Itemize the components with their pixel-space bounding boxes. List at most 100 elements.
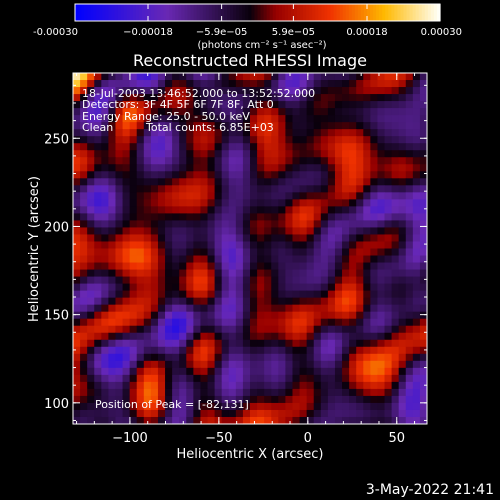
heatmap-cell: [193, 122, 201, 130]
heatmap-cell: [235, 374, 244, 383]
colorbar-cell: [144, 4, 149, 21]
heatmap-cell: [94, 255, 102, 264]
heatmap-cell: [94, 416, 102, 425]
colorbar-cell: [178, 4, 183, 21]
heatmap-cell: [320, 192, 329, 200]
heatmap-cell: [306, 388, 315, 397]
heatmap-cell: [186, 332, 194, 341]
heatmap-cell: [342, 367, 350, 376]
heatmap-cell: [221, 325, 230, 334]
colorbar-cell: [251, 4, 256, 21]
heatmap-cell: [80, 283, 88, 292]
heatmap-cell: [157, 311, 166, 320]
heatmap-cell: [94, 143, 102, 151]
heatmap-cell: [370, 325, 378, 334]
heatmap-cell: [419, 80, 428, 88]
heatmap-cell: [419, 129, 428, 137]
heatmap-cell: [285, 220, 293, 228]
heatmap-cell: [172, 297, 180, 306]
heatmap-cell: [80, 101, 88, 109]
heatmap-cell: [306, 304, 315, 313]
heatmap-cell: [200, 115, 209, 123]
heatmap-cell: [320, 255, 329, 264]
heatmap-cell: [200, 304, 209, 313]
heatmap-cell: [349, 402, 357, 411]
heatmap-cell: [405, 164, 414, 172]
heatmap-cell: [278, 115, 286, 123]
heatmap-cell: [412, 318, 421, 327]
heatmap-cell: [342, 290, 350, 299]
heatmap-cell: [179, 185, 187, 193]
heatmap-cell: [165, 199, 173, 207]
heatmap-cell: [172, 304, 180, 313]
colorbar-cell: [117, 4, 122, 21]
heatmap-cell: [179, 304, 187, 313]
heatmap-cell: [221, 178, 230, 186]
heatmap-cell: [257, 339, 265, 348]
heatmap-cell: [334, 374, 343, 383]
heatmap-cell: [214, 290, 223, 299]
heatmap-cell: [313, 318, 322, 327]
heatmap-cell: [356, 122, 364, 130]
heatmap-cell: [342, 178, 350, 186]
heatmap-cell: [356, 360, 364, 369]
heatmap-cell: [108, 381, 116, 390]
heatmap-cell: [306, 171, 315, 179]
heatmap-cell: [193, 353, 201, 362]
heatmap-cell: [136, 367, 145, 376]
heatmap-cell: [292, 248, 301, 257]
heatmap-cell: [228, 94, 237, 102]
heatmap-cell: [101, 283, 109, 292]
heatmap-cell: [419, 220, 428, 228]
heatmap-cell: [101, 395, 109, 404]
heatmap-cell: [320, 108, 329, 116]
heatmap-cell: [370, 318, 378, 327]
heatmap-cell: [235, 416, 244, 425]
heatmap-cell: [80, 164, 88, 172]
heatmap-cell: [186, 269, 194, 278]
heatmap-cell: [172, 150, 180, 158]
heatmap-cell: [235, 325, 244, 334]
heatmap-cell: [80, 360, 88, 369]
heatmap-cell: [356, 346, 364, 355]
heatmap-cell: [207, 304, 216, 313]
heatmap-cell: [235, 388, 244, 397]
heatmap-cell: [377, 171, 386, 179]
heatmap-cell: [101, 381, 109, 390]
heatmap-cell: [129, 255, 138, 264]
heatmap-cell: [342, 157, 350, 165]
heatmap-cell: [94, 381, 102, 390]
heatmap-cell: [115, 150, 124, 158]
heatmap-cell: [257, 311, 265, 320]
heatmap-cell: [342, 339, 350, 348]
heatmap-cell: [101, 171, 109, 179]
heatmap-cell: [94, 87, 102, 95]
colorbar-cell: [154, 4, 158, 21]
heatmap-cell: [136, 206, 145, 214]
heatmap-cell: [419, 311, 428, 320]
heatmap-cell: [115, 129, 124, 137]
heatmap-cell: [349, 283, 357, 292]
colorbar-cell: [105, 4, 110, 21]
heatmap-cell: [207, 409, 216, 418]
heatmap-cell: [363, 192, 371, 200]
colorbar-cell: [370, 4, 374, 21]
heatmap-cell: [342, 402, 350, 411]
heatmap-cell: [179, 290, 187, 299]
heatmap-cell: [207, 157, 216, 165]
heatmap-cell: [214, 276, 223, 285]
heatmap-cell: [377, 108, 386, 116]
heatmap-cell: [257, 206, 265, 214]
heatmap-cell: [108, 346, 116, 355]
heatmap-cell: [150, 136, 159, 144]
heatmap-cell: [214, 360, 223, 369]
heatmap-cell: [384, 255, 393, 264]
heatmap-cell: [377, 213, 386, 221]
heatmap-cell: [136, 304, 145, 313]
heatmap-cell: [87, 199, 95, 207]
heatmap-cell: [87, 101, 95, 109]
heatmap-cell: [313, 227, 322, 235]
heatmap-cell: [271, 213, 279, 221]
heatmap-cell: [193, 199, 201, 207]
heatmap-cell: [235, 269, 244, 278]
